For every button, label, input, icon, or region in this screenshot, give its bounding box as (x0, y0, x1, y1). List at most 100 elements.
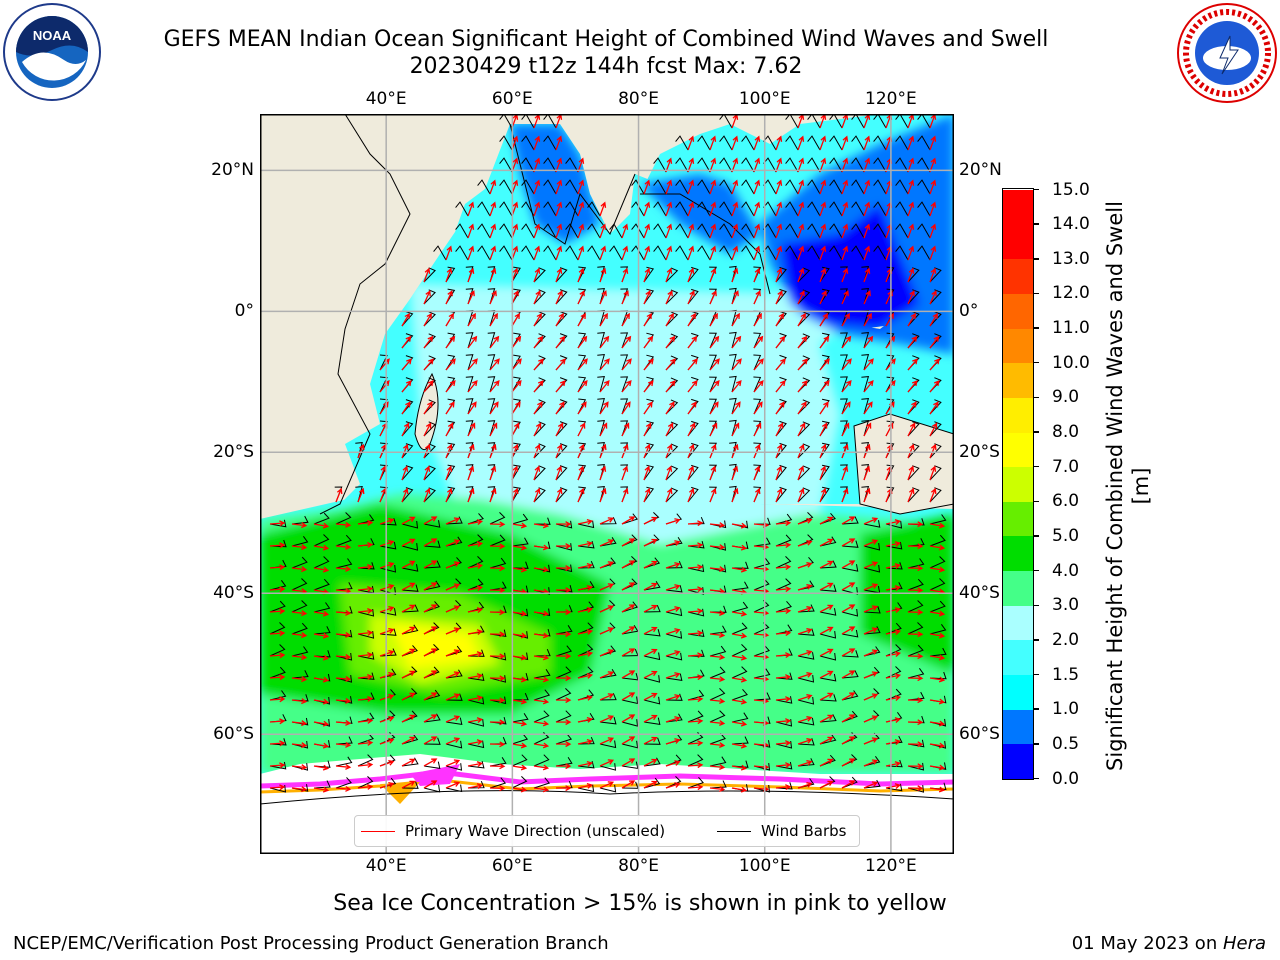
wave-direction-arrow (929, 245, 937, 261)
wind-barb (269, 761, 287, 770)
wave-direction-arrow (489, 201, 497, 217)
wave-direction-arrow (445, 422, 454, 437)
colorbar-level-label: 14.0 (1052, 214, 1090, 235)
wave-direction-arrow (731, 358, 742, 371)
wind-barb (797, 604, 815, 613)
wind-barb (577, 398, 587, 415)
wave-direction-arrow (841, 179, 849, 195)
wind-barb (445, 486, 456, 503)
wind-barb (620, 398, 629, 415)
wind-barb (401, 421, 414, 437)
wave-direction-arrow (357, 739, 374, 746)
wave-direction-arrow (577, 518, 594, 525)
wave-direction-arrow (555, 267, 563, 283)
wave-direction-arrow (533, 720, 550, 727)
wind-barb (455, 223, 469, 239)
wind-barb (709, 645, 727, 657)
wind-barb (511, 486, 521, 503)
colorbar-level-label: 0.0 (1052, 768, 1080, 789)
wind-barb (753, 398, 762, 415)
wave-direction-arrow (577, 223, 585, 239)
wave-direction-arrow (577, 584, 594, 591)
wave-direction-arrow (621, 516, 636, 525)
wave-direction-arrow (841, 312, 850, 327)
wave-direction-arrow (819, 758, 834, 767)
wave-direction-arrow (423, 604, 438, 613)
wave-direction-arrow (533, 522, 550, 529)
wave-direction-arrow (423, 692, 438, 701)
wind-barb (455, 201, 469, 217)
wave-direction-arrow (929, 522, 946, 529)
wind-barb (467, 513, 484, 525)
wave-direction-arrow (599, 487, 607, 503)
wave-direction-arrow (467, 465, 475, 481)
lat-tick-label-left: 20°N (211, 160, 254, 181)
legend-wind-barbs: Wind Barbs (717, 822, 846, 840)
wave-direction-arrow (709, 764, 726, 771)
wave-direction-arrow (731, 443, 739, 459)
wave-direction-arrow (291, 522, 308, 529)
wind-barb (533, 649, 551, 657)
wind-barb (511, 464, 521, 481)
wave-direction-arrow (401, 736, 416, 745)
wind-barb (861, 420, 870, 437)
wave-direction-arrow (533, 465, 541, 481)
wind-barb (687, 754, 704, 767)
wave-direction-arrow (423, 465, 431, 481)
wind-barb (487, 288, 496, 305)
wind-barb (907, 421, 920, 437)
wave-direction-arrow (929, 335, 940, 349)
wave-direction-arrow (841, 604, 856, 613)
wave-direction-arrow (709, 443, 717, 459)
wave-direction-arrow (643, 516, 658, 525)
wind-barb (929, 465, 942, 481)
wave-direction-arrow (357, 607, 374, 614)
wave-direction-arrow (907, 335, 918, 349)
wave-direction-arrow (555, 312, 564, 327)
wind-barb (797, 267, 811, 283)
wave-direction-arrow (489, 179, 497, 195)
wave-direction-arrow (555, 358, 566, 371)
wave-direction-arrow (907, 763, 924, 770)
wind-barb (807, 157, 821, 173)
wind-barb (423, 311, 436, 327)
colorbar-tick (1033, 188, 1039, 191)
wave-direction-arrow (863, 561, 879, 569)
wind-barb (477, 179, 491, 195)
wind-barb (465, 398, 474, 415)
wind-barb (851, 201, 865, 217)
wave-direction-arrow (775, 290, 783, 305)
wave-direction-arrow (885, 651, 902, 657)
wind-barb (555, 487, 568, 503)
wind-barb (599, 537, 617, 547)
wave-direction-arrow (907, 290, 915, 305)
wave-direction-arrow (863, 312, 872, 327)
wind-barb (709, 688, 726, 701)
wave-direction-arrow (577, 694, 594, 701)
wind-barb (885, 376, 895, 393)
wave-direction-arrow (929, 786, 946, 793)
wave-direction-arrow (555, 290, 563, 305)
wind-barb (829, 179, 843, 195)
wave-direction-arrow (643, 780, 658, 789)
wind-barb (797, 399, 811, 415)
colorbar-tick (1033, 743, 1039, 745)
wave-direction-arrow (885, 519, 902, 525)
wave-direction-arrow (335, 487, 343, 503)
wind-barb (587, 201, 601, 217)
wave-direction-arrow (819, 582, 834, 591)
wave-direction-arrow (863, 627, 879, 635)
wave-direction-arrow (797, 179, 805, 195)
wave-direction-arrow (643, 422, 652, 437)
wave-direction-arrow (423, 443, 431, 459)
wave-direction-arrow (555, 697, 572, 704)
wave-direction-arrow (929, 742, 946, 749)
wave-direction-arrow (753, 201, 761, 217)
wave-direction-arrow (775, 312, 784, 327)
wind-barb (873, 245, 887, 261)
wave-direction-arrow (731, 465, 739, 481)
wind-barb (269, 738, 287, 746)
wave-direction-arrow (445, 358, 456, 371)
wind-barb (291, 740, 309, 749)
wave-direction-arrow (687, 487, 695, 503)
